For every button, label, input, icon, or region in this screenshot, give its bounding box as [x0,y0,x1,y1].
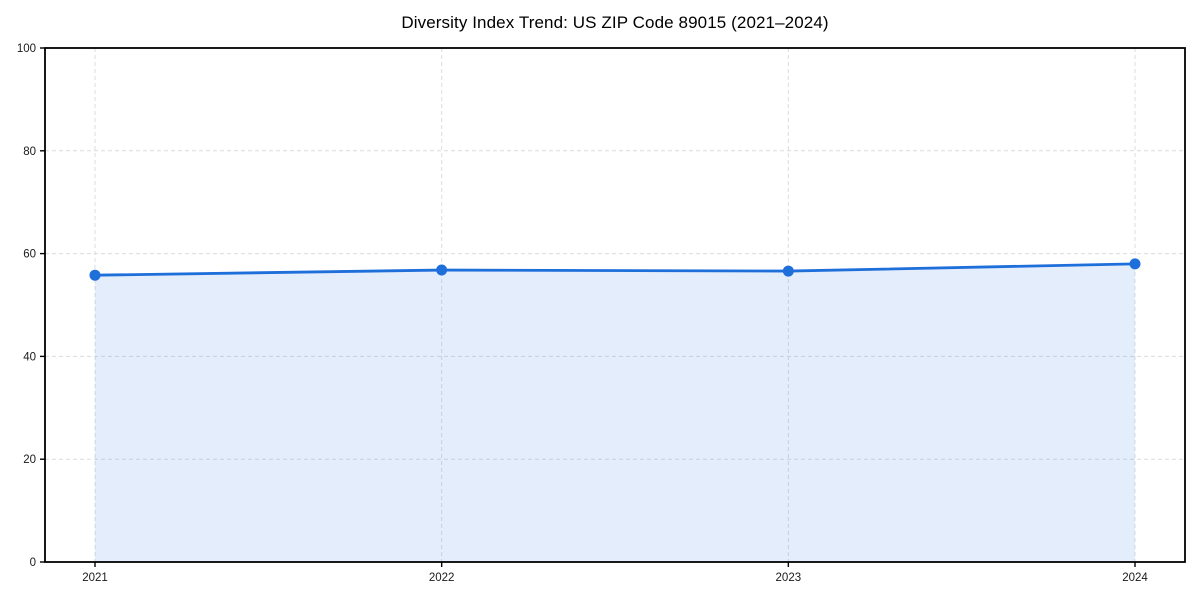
chart-title: Diversity Index Trend: US ZIP Code 89015… [401,13,829,32]
y-tick-label: 20 [23,454,36,466]
trend-line [93,262,1137,277]
y-tick-label: 100 [17,43,36,55]
data-point-marker [89,269,101,281]
y-tick-label: 80 [23,146,36,158]
data-point-marker [782,265,794,277]
y-tick-label: 0 [30,557,36,569]
x-tick-label: 2024 [1122,572,1148,584]
axis-frame [44,47,1186,563]
data-point-marker [436,264,448,276]
y-tick-label: 40 [23,351,36,363]
x-tick-label: 2021 [82,572,108,584]
x-tick-label: 2022 [429,572,455,584]
area-fill [95,263,1135,562]
y-tick-label: 60 [23,249,36,261]
data-point-marker [1129,258,1141,270]
x-tick-label: 2023 [776,572,802,584]
